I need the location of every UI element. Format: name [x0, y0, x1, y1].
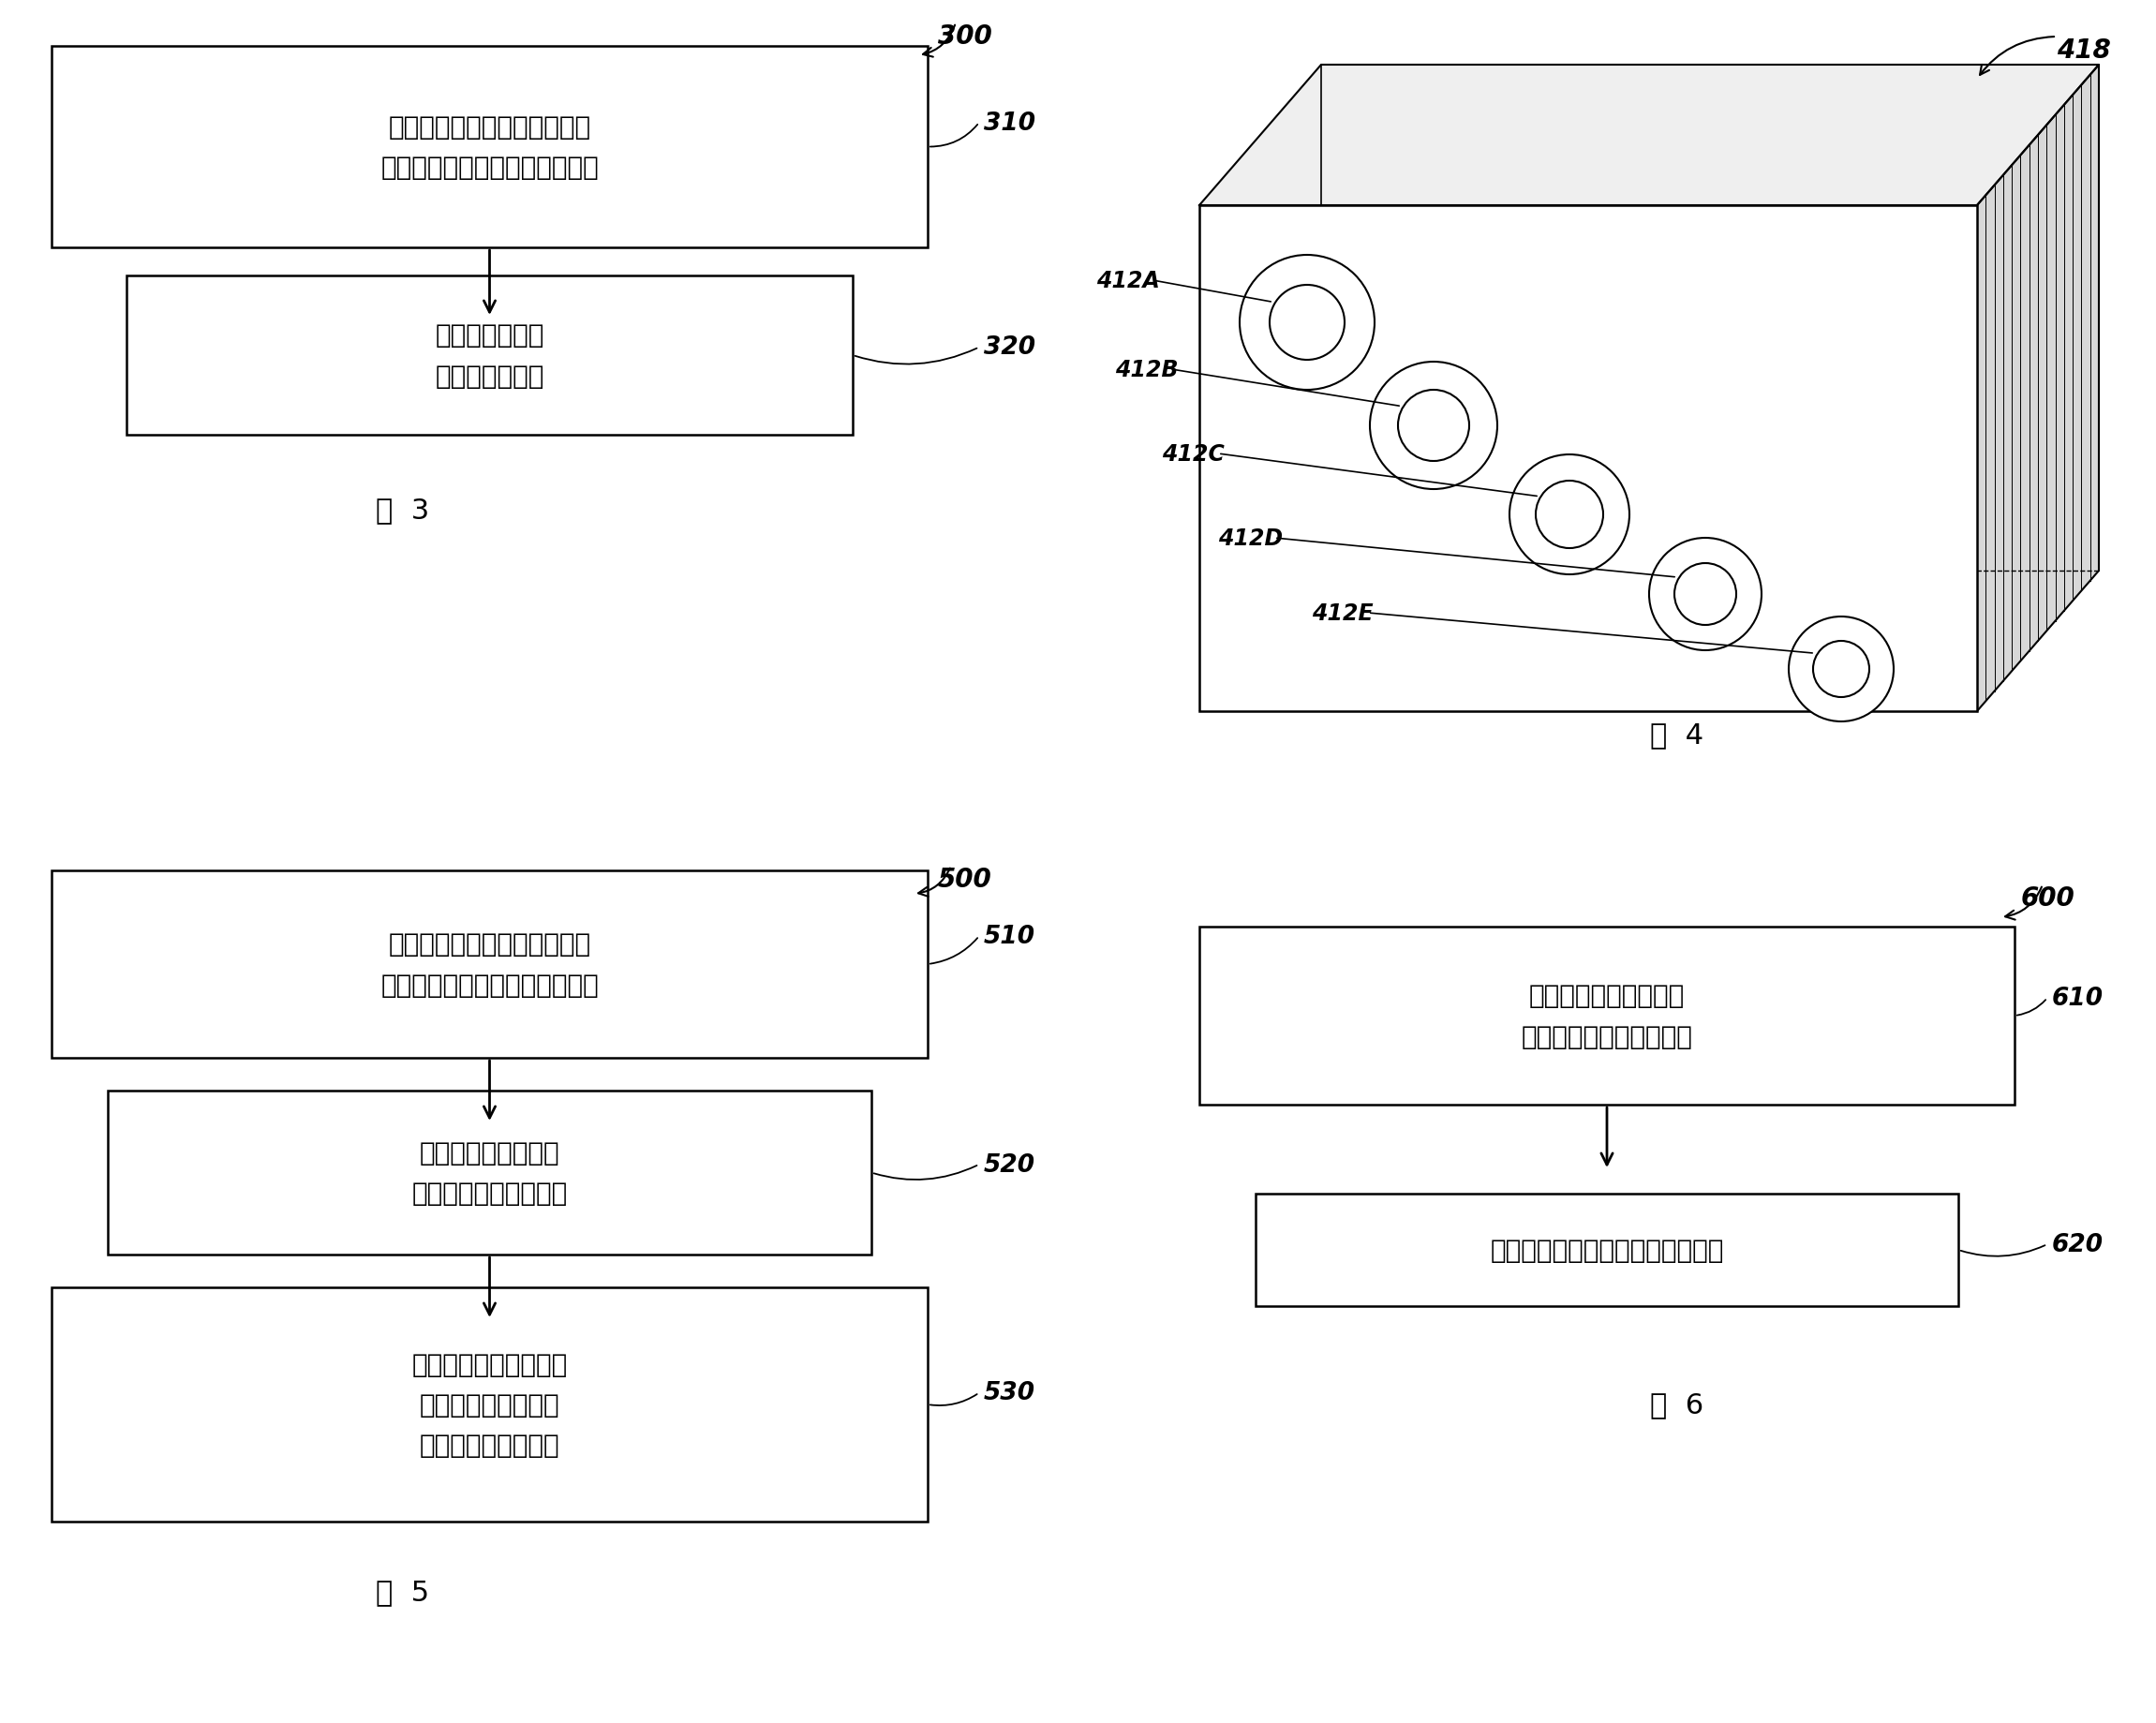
Circle shape [1369, 362, 1496, 489]
Text: 图  4: 图 4 [1651, 722, 1703, 750]
Circle shape [1270, 286, 1345, 360]
Text: 412D: 412D [1218, 527, 1283, 550]
Text: 图  6: 图 6 [1651, 1390, 1703, 1418]
Text: 600: 600 [2020, 886, 2074, 911]
Text: 对多缸体往复泵的中心缸体和
其余缸体分开地进行预应力处理: 对多缸体往复泵的中心缸体和 其余缸体分开地进行预应力处理 [379, 114, 599, 181]
Text: 对多缸体往复泵的中心缸体和
其余缸体分开地进行预应力处理: 对多缸体往复泵的中心缸体和 其余缸体分开地进行预应力处理 [379, 930, 599, 998]
Text: 418: 418 [2057, 38, 2111, 64]
Circle shape [1535, 481, 1604, 548]
Text: 310: 310 [983, 112, 1035, 136]
Text: 500: 500 [938, 867, 992, 893]
FancyBboxPatch shape [52, 1287, 927, 1521]
Text: 同时对多缸体往复泵的
所有缸体进行预应力处理: 同时对多缸体往复泵的 所有缸体进行预应力处理 [1522, 982, 1692, 1049]
Text: 530: 530 [983, 1380, 1035, 1404]
Text: 图  3: 图 3 [375, 496, 429, 524]
Polygon shape [1977, 65, 2098, 712]
Text: 320: 320 [983, 336, 1035, 360]
Text: 620: 620 [2053, 1232, 2104, 1256]
FancyBboxPatch shape [1199, 927, 2014, 1104]
Text: 同时对紧邻中心缸体
的缸体进行预应力处理: 同时对紧邻中心缸体 的缸体进行预应力处理 [412, 1139, 567, 1206]
Circle shape [1789, 617, 1893, 722]
FancyBboxPatch shape [1255, 1194, 1958, 1306]
Text: 412E: 412E [1311, 601, 1373, 624]
Text: 412C: 412C [1162, 443, 1225, 465]
FancyBboxPatch shape [52, 870, 927, 1058]
Circle shape [1649, 538, 1761, 651]
Circle shape [1509, 455, 1630, 575]
Text: 520: 520 [983, 1153, 1035, 1177]
Text: 同时对其余缸体
进行预应力处理: 同时对其余缸体 进行预应力处理 [436, 322, 543, 389]
FancyBboxPatch shape [1199, 207, 1977, 712]
Text: 412B: 412B [1115, 358, 1179, 381]
Text: 图  5: 图 5 [375, 1578, 429, 1606]
Text: 510: 510 [983, 924, 1035, 949]
Text: 300: 300 [938, 24, 992, 50]
Text: 分开地对中心缸体进行预应力处理: 分开地对中心缸体进行预应力处理 [1490, 1237, 1725, 1263]
FancyBboxPatch shape [127, 276, 852, 436]
Text: 610: 610 [2053, 986, 2104, 1010]
Polygon shape [1199, 65, 2098, 207]
FancyBboxPatch shape [52, 47, 927, 248]
Circle shape [1397, 391, 1468, 462]
Circle shape [1675, 563, 1736, 625]
FancyBboxPatch shape [108, 1091, 871, 1254]
Text: 同时对紧邻先前进行了
预应力处理的缸体的
缸体进行预应力处理: 同时对紧邻先前进行了 预应力处理的缸体的 缸体进行预应力处理 [412, 1351, 567, 1458]
Text: 412A: 412A [1095, 271, 1160, 293]
Circle shape [1240, 255, 1376, 391]
Circle shape [1813, 641, 1869, 698]
